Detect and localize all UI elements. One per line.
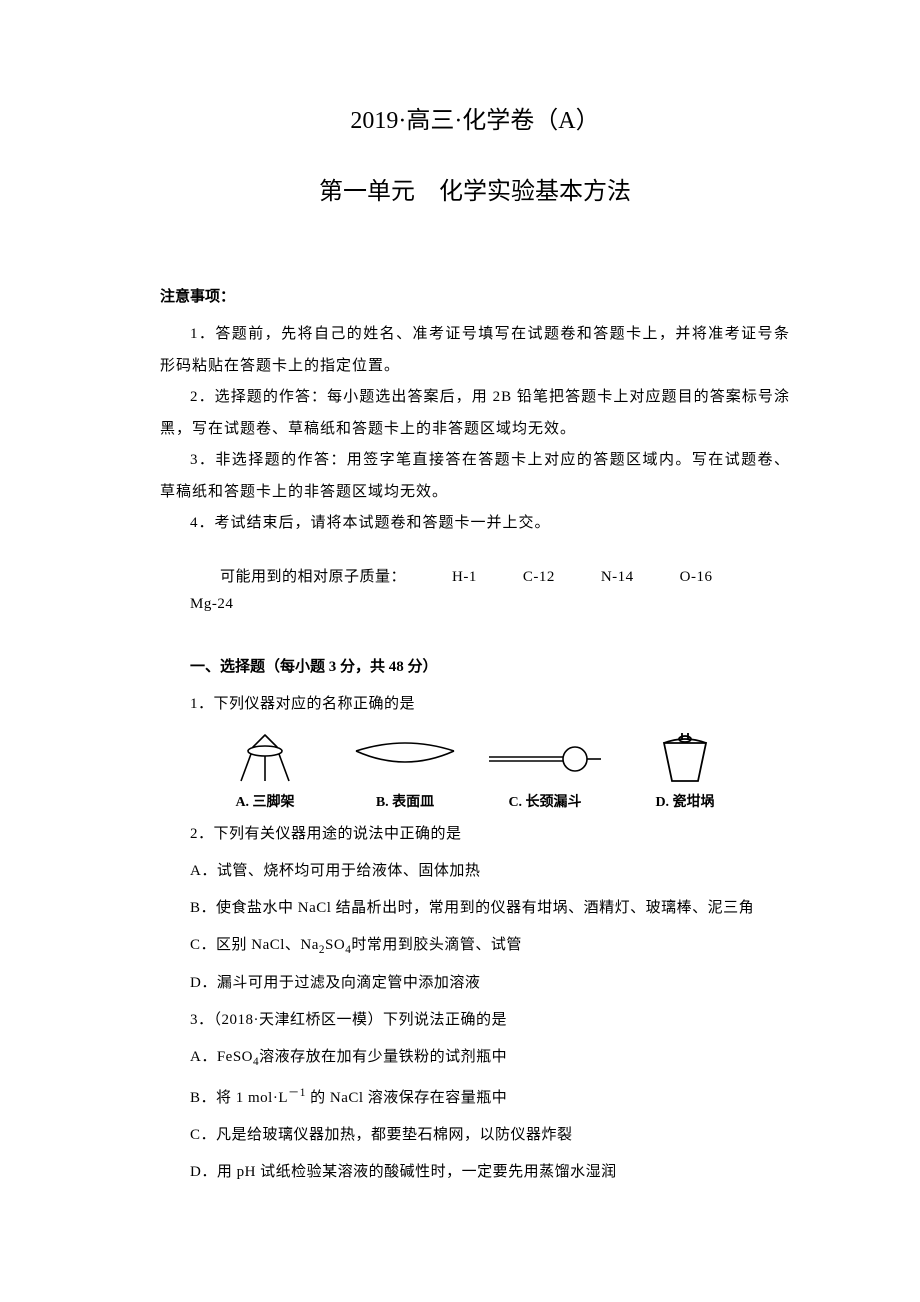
notice-item: 3．非选择题的作答：用签字笔直接答在答题卡上对应的答题区域内。写在试题卷、草稿纸… xyxy=(160,445,790,508)
notice-item: 4．考试结束后，请将本试题卷和答题卡一并上交。 xyxy=(160,508,790,540)
notice-item: 1．答题前，先将自己的姓名、准考证号填写在试题卷和答题卡上，并将准考证号条形码粘… xyxy=(160,319,790,382)
mass-item: N-14 xyxy=(571,564,634,591)
fig-caption: A. 三脚架 xyxy=(235,790,294,815)
watch-glass-icon xyxy=(350,728,460,786)
notice-heading: 注意事项： xyxy=(160,284,790,311)
text: SO xyxy=(325,937,345,953)
q3-opt-b: B．将 1 mol·L－1 的 NaCl 溶液保存在容量瓶中 xyxy=(160,1083,790,1112)
section-heading: 一、选择题（每小题 3 分，共 48 分） xyxy=(160,654,790,681)
fig-tripod: A. 三脚架 xyxy=(210,728,320,815)
q2-stem: 2．下列有关仪器用途的说法中正确的是 xyxy=(160,821,790,848)
crucible-icon xyxy=(658,728,712,786)
q2-opt-c: C．区别 NaCl、Na2SO4时常用到胶头滴管、试管 xyxy=(160,932,790,960)
q3-opt-c: C．凡是给玻璃仪器加热，都要垫石棉网，以防仪器炸裂 xyxy=(160,1122,790,1149)
fig-caption: C. 长颈漏斗 xyxy=(508,790,581,815)
unit-title: 第一单元 化学实验基本方法 xyxy=(160,171,790,214)
q2-opt-d: D．漏斗可用于过滤及向滴定管中添加溶液 xyxy=(160,970,790,997)
mass-item: H-1 xyxy=(422,564,477,591)
notice-item: 2．选择题的作答：每小题选出答案后，用 2B 铅笔把答题卡上对应题目的答案标号涂… xyxy=(160,382,790,445)
fig-caption: D. 瓷坩埚 xyxy=(655,790,714,815)
text: 的 NaCl 溶液保存在容量瓶中 xyxy=(306,1090,507,1106)
q2-opt-b: B．使食盐水中 NaCl 结晶析出时，常用到的仪器有坩埚、酒精灯、玻璃棒、泥三角 xyxy=(160,895,790,922)
fig-watch-glass: B. 表面皿 xyxy=(350,728,460,815)
fig-caption: B. 表面皿 xyxy=(376,790,434,815)
exam-title: 2019·高三·化学卷（A） xyxy=(160,100,790,143)
fig-crucible: D. 瓷坩埚 xyxy=(630,728,740,815)
long-neck-funnel-icon xyxy=(485,728,605,786)
atomic-masses: 可能用到的相对原子质量： H-1 C-12 N-14 O-16 Mg-24 xyxy=(160,564,790,618)
text: A．FeSO xyxy=(190,1049,253,1065)
q1-stem: 1．下列仪器对应的名称正确的是 xyxy=(160,691,790,718)
masses-label: 可能用到的相对原子质量： xyxy=(190,564,406,591)
q3-stem: 3．（2018·天津红桥区一模）下列说法正确的是 xyxy=(160,1007,790,1034)
text: C．区别 NaCl、Na xyxy=(190,937,319,953)
q3-opt-d: D．用 pH 试纸检验某溶液的酸碱性时，一定要先用蒸馏水湿润 xyxy=(160,1159,790,1186)
superscript: －1 xyxy=(288,1087,306,1099)
text: B．将 1 mol·L xyxy=(190,1090,288,1106)
mass-item: Mg-24 xyxy=(160,591,233,618)
q2-opt-a: A．试管、烧杯均可用于给液体、固体加热 xyxy=(160,858,790,885)
mass-item: C-12 xyxy=(493,564,555,591)
q1-figures: A. 三脚架 B. 表面皿 C. 长颈漏斗 xyxy=(160,728,790,815)
mass-item: O-16 xyxy=(650,564,713,591)
q3-opt-a: A．FeSO4溶液存放在加有少量铁粉的试剂瓶中 xyxy=(160,1044,790,1072)
tripod-icon xyxy=(235,728,295,786)
text: 时常用到胶头滴管、试管 xyxy=(351,937,522,953)
text: 溶液存放在加有少量铁粉的试剂瓶中 xyxy=(259,1049,507,1065)
fig-funnel: C. 长颈漏斗 xyxy=(490,728,600,815)
